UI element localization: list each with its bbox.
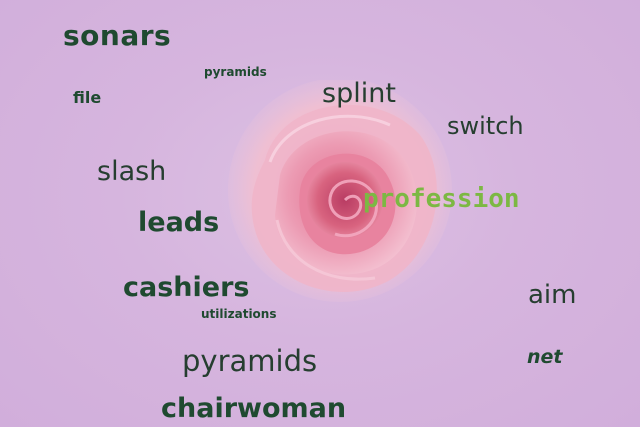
word-pyramids: pyramids [182,344,318,378]
word-chairwoman: chairwoman [161,393,347,424]
word-pyramids-small: pyramids [204,65,267,79]
word-sonars: sonars [63,19,172,52]
word-profession: profession [363,184,520,214]
word-file: file [73,88,102,107]
word-net: net [527,346,563,368]
word-slash: slash [97,156,167,187]
rose-image [228,80,452,302]
word-splint: splint [322,78,396,109]
word-cashiers: cashiers [123,272,250,303]
word-switch: switch [447,112,524,140]
word-aim: aim [528,280,577,310]
word-leads: leads [138,207,220,238]
rose-spiral [328,179,378,238]
word-utilizations: utilizations [201,307,277,321]
rose-petal-edge [275,219,376,281]
rose-petal-edge [268,114,391,163]
